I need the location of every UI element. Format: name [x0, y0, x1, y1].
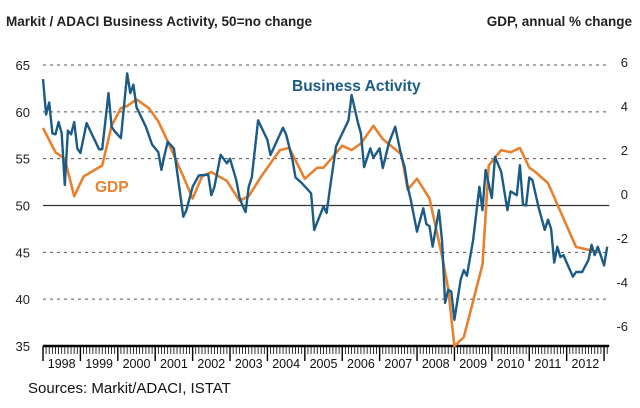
- left-tick-label: 55: [16, 152, 30, 167]
- left-tick-label: 35: [16, 339, 30, 354]
- left-axis: 65 60 55 50 45 40 35: [16, 58, 30, 354]
- left-tick-label: 65: [16, 58, 30, 73]
- gdp-label: GDP: [95, 179, 129, 196]
- x-tick-label: 2008: [422, 357, 450, 371]
- left-axis-title: Markit / ADACI Business Activity, 50=no …: [6, 14, 312, 29]
- series-lines: [41, 72, 609, 348]
- right-tick-label: 6: [621, 55, 628, 70]
- left-tick-label: 45: [16, 245, 30, 260]
- right-tick-label: -4: [616, 275, 628, 290]
- x-tick-label: 2011: [535, 357, 562, 371]
- x-tick-label: 2012: [571, 357, 599, 371]
- x-tick-label: 1999: [85, 357, 113, 371]
- x-tick-label: 2006: [347, 357, 375, 371]
- left-tick-label: 60: [16, 105, 30, 120]
- gridlines: [43, 64, 610, 300]
- right-axis: 6 4 2 0 -2 -4 -6: [616, 55, 628, 334]
- x-tick-label: 2002: [197, 357, 225, 371]
- gdp-line: [41, 98, 595, 348]
- x-tick-label: 2001: [160, 357, 188, 371]
- x-tick-label: 2005: [310, 357, 338, 371]
- left-tick-label: 50: [16, 199, 30, 214]
- x-axis: 1998 1999 2000 2001 2002 2003 2004 2005 2006 2007…: [42, 344, 610, 371]
- right-tick-label: 0: [621, 187, 628, 202]
- x-tick-label: 2003: [235, 357, 263, 371]
- right-tick-label: -6: [616, 319, 628, 334]
- x-tick-label: 1998: [48, 357, 76, 371]
- x-tick-label: 2007: [384, 357, 412, 371]
- business-activity-line: [41, 72, 609, 321]
- right-tick-label: 4: [621, 99, 628, 114]
- x-tick-label: 2010: [497, 357, 525, 371]
- business-activity-label: Business Activity: [292, 78, 421, 95]
- right-tick-label: -2: [616, 231, 628, 246]
- x-tick-label: 2009: [459, 357, 487, 371]
- x-tick-label: 2004: [272, 357, 300, 371]
- left-tick-label: 40: [16, 292, 30, 307]
- right-tick-label: 2: [621, 143, 628, 158]
- x-tick-label: 2000: [123, 357, 151, 371]
- source-note: Sources: Markit/ADACI, ISTAT: [28, 380, 231, 397]
- right-axis-title: GDP, annual % change: [487, 14, 633, 29]
